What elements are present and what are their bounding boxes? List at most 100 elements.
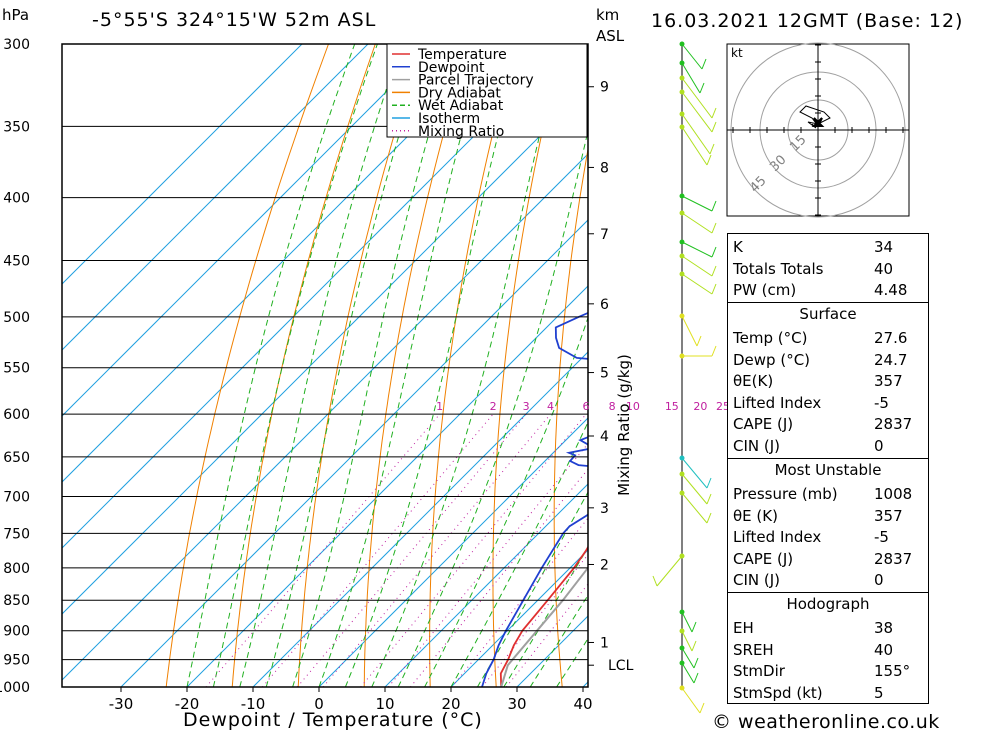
index-key: CIN (J)	[733, 437, 781, 455]
wet-adiabat-line	[212, 44, 378, 687]
isotherm-line	[62, 44, 303, 285]
isotherm-line	[120, 219, 588, 687]
index-key: Pressure (mb)	[733, 485, 838, 503]
index-key: θE (K)	[733, 506, 778, 525]
mixing-ratio-label: 25	[716, 400, 730, 413]
index-row: θE (K) 357	[728, 505, 928, 526]
index-row: Totals Totals 40	[728, 258, 928, 279]
altitude-tick-label: 5	[600, 366, 609, 382]
index-row: CAPE (J) 2837	[728, 413, 928, 434]
isotherm-line	[62, 87, 588, 615]
wind-barb-flag	[709, 143, 715, 155]
wind-barb-staff	[681, 77, 713, 119]
isotherm-line	[384, 483, 588, 687]
index-row: Dewp (°C) 24.7	[728, 349, 928, 370]
index-key: StmDir	[733, 662, 785, 681]
legend-label: Parcel Trajectory	[418, 73, 534, 89]
legend-label: Dry Adiabat	[418, 85, 501, 101]
isotherm-line	[62, 153, 588, 681]
mixing-ratio-label: 10	[626, 400, 640, 413]
legend-label: Dewpoint	[418, 60, 485, 76]
index-value: 40	[874, 259, 894, 278]
wind-barb-flag	[706, 493, 712, 505]
wet-adiabat-line	[344, 44, 523, 687]
wind-barb-flag	[706, 512, 712, 524]
dry-adiabat-line	[231, 44, 376, 687]
index-key: Totals Totals	[733, 259, 824, 278]
dry-adiabat-line	[671, 44, 703, 687]
index-key: Lifted Index	[733, 393, 822, 412]
dry-adiabat-line	[983, 44, 1000, 687]
mixing-ratio-line	[481, 553, 588, 687]
index-row: Lifted Index -5	[728, 526, 928, 547]
wind-barb-flag	[652, 575, 658, 587]
wind-barb-staff	[681, 126, 708, 166]
dry-adiabat-line	[934, 44, 1000, 687]
copyright-link[interactable]: © weatheronline.co.uk	[712, 711, 940, 733]
surface-box: Surface Temp (°C) 27.6 Dewp (°C) 24.7 θE(K) 3…	[727, 302, 929, 459]
wet-adiabat-line	[371, 44, 563, 687]
index-value: 155°	[874, 662, 911, 681]
wind-barb-flag	[711, 283, 717, 295]
wind-barb-flag	[701, 58, 707, 70]
mixing-ratio-label: 1	[436, 400, 443, 413]
mixing-ratio-label: 4	[547, 400, 554, 413]
index-key: SREH	[733, 640, 774, 659]
wind-barb-staff	[681, 611, 693, 633]
x-tick-label: 0	[314, 695, 324, 713]
legend-label: Temperature	[417, 47, 507, 63]
pressure-tick-label: 600	[3, 407, 30, 423]
index-value: 2837	[874, 415, 913, 434]
index-key: Lifted Index	[733, 528, 822, 547]
right-unit-label-km: km	[596, 6, 620, 24]
storm-motion-marker	[811, 117, 825, 129]
x-tick-label: 40	[573, 695, 592, 713]
pressure-tick-label: 500	[3, 310, 30, 326]
index-key: EH	[733, 619, 754, 637]
wind-barbs	[652, 41, 717, 714]
altitude-tick-label: 6	[600, 297, 609, 313]
index-row: Pressure (mb) 1008	[728, 483, 928, 504]
wind-barb-staff	[681, 473, 708, 505]
index-value: -5	[874, 393, 889, 412]
right-unit-label-asl: ASL	[596, 27, 625, 45]
wind-barb-staff	[656, 555, 683, 587]
wet-adiabat-line	[265, 44, 428, 687]
wind-barb-flag	[693, 657, 699, 669]
index-row: K 34	[728, 236, 928, 257]
pressure-tick-label: 350	[3, 119, 30, 135]
most-unstable-box: Most Unstable Pressure (mb) 1008 θE (K) 357…	[727, 458, 929, 593]
wet-adiabat-line	[397, 128, 588, 687]
wind-barb-staff	[681, 687, 701, 714]
plot-border	[61, 43, 589, 688]
wind-barb-staff	[681, 62, 701, 94]
wind-barb-flag	[711, 222, 717, 234]
isotherm-line	[450, 549, 588, 687]
index-value: 38	[874, 619, 894, 637]
pressure-tick-label: 700	[3, 490, 30, 506]
most-unstable-title: Most Unstable	[774, 461, 882, 479]
hodograph-table-title: Hodograph	[786, 595, 870, 613]
mixing-ratio-label: 2	[490, 400, 497, 413]
wind-barb-staff	[681, 212, 713, 234]
wind-barb-flag	[706, 154, 712, 166]
index-key: θE(K)	[733, 372, 774, 391]
legend-label: Wet Adiabat	[418, 98, 504, 114]
wind-barb-flag	[711, 345, 717, 357]
hodograph-unit-label: kt	[731, 46, 743, 60]
altitude-tick-label: LCL	[608, 658, 634, 674]
index-value: -5	[874, 528, 889, 547]
wind-barb-staff	[681, 255, 713, 277]
mixing-ratio-line	[322, 413, 551, 687]
index-value: 357	[874, 506, 903, 525]
isotherm-line	[318, 417, 588, 687]
index-value: 0	[874, 437, 884, 455]
wind-barb-staff	[681, 662, 695, 684]
pressure-tick-label: 400	[3, 191, 30, 207]
index-row: StmSpd (kt) 5	[728, 682, 928, 703]
mixing-ratio-line	[261, 413, 494, 687]
x-tick-label: -10	[241, 695, 266, 713]
mixing-ratio-line	[451, 517, 588, 687]
